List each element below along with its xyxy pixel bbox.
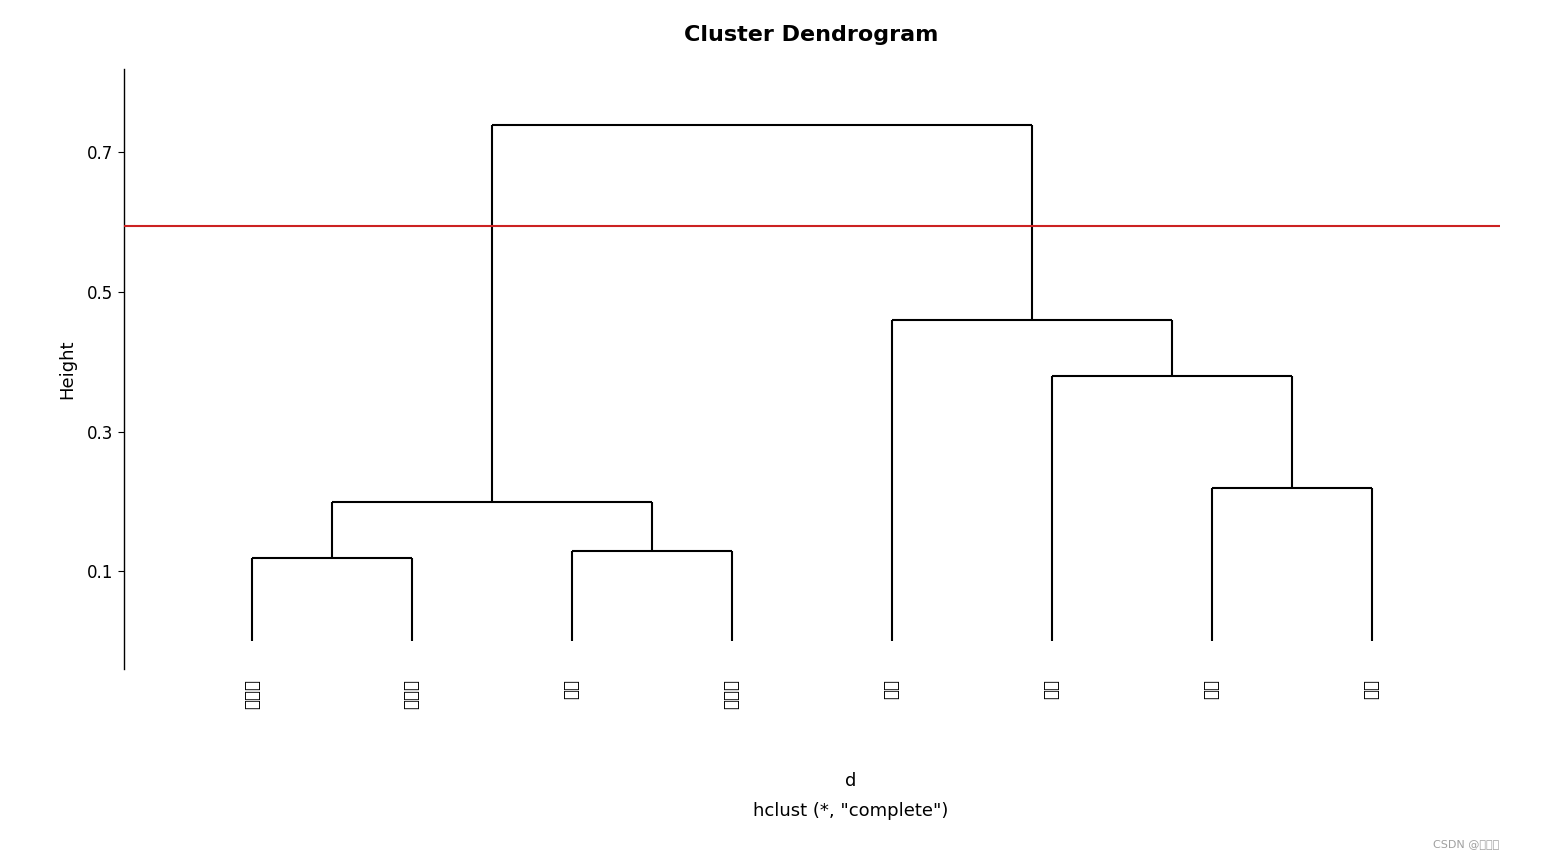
Y-axis label: Height: Height xyxy=(57,339,76,399)
Text: CSDN @挑巨龙: CSDN @挑巨龙 xyxy=(1433,839,1500,849)
Text: d: d xyxy=(844,772,856,790)
Title: Cluster Dendrogram: Cluster Dendrogram xyxy=(685,25,938,45)
Text: hclust (*, "complete"): hclust (*, "complete") xyxy=(753,802,948,820)
